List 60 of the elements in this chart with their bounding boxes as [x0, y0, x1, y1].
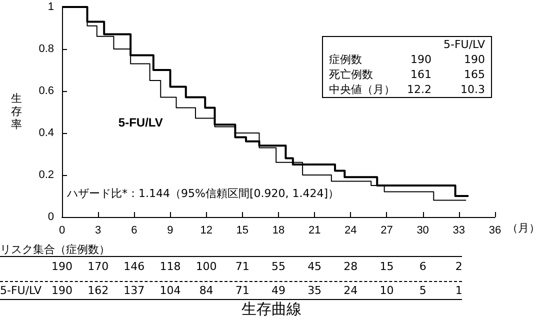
- text: 10: [378, 284, 395, 297]
- annotation: 161: [410, 67, 432, 82]
- annotation: 190: [463, 52, 486, 67]
- text: 84: [198, 284, 214, 297]
- text: 28: [342, 260, 359, 273]
- text: 55: [270, 260, 286, 273]
- text: 5-FU/LV: [0, 284, 42, 297]
- text: 146: [122, 260, 146, 273]
- text: 45: [306, 260, 323, 273]
- annotation: 症例数: [328, 52, 363, 67]
- annotation: 死亡例数: [328, 67, 374, 82]
- text: 190: [50, 260, 74, 273]
- y-tick-label: 0.6: [38, 85, 54, 97]
- x-tick-label: 15: [236, 224, 249, 236]
- y-tick-label: 0.8: [38, 43, 54, 55]
- x-tick-label: 12: [200, 224, 212, 236]
- text: 71: [234, 260, 250, 273]
- text: リスク集合（症例数）: [0, 242, 110, 257]
- x-tick-label: 21: [308, 224, 321, 236]
- y-tick-label: 0: [48, 211, 54, 223]
- text: 35: [306, 284, 323, 297]
- x-axis-title: （月）: [507, 222, 540, 234]
- annotation: 190: [410, 52, 432, 67]
- x-tick-label: 3: [95, 224, 102, 236]
- annotation: ハザード比*：1.144（95%信頼区間[0.920, 1.424]）: [67, 186, 339, 201]
- x-tick-label: 36: [488, 224, 502, 236]
- x-tick-label: 6: [131, 224, 138, 236]
- annotation: 165: [463, 67, 486, 82]
- x-tick-label: 24: [344, 224, 357, 236]
- text: 6: [418, 260, 428, 273]
- text: 2: [454, 260, 464, 273]
- text: 49: [270, 284, 286, 297]
- text: 170: [86, 260, 110, 273]
- x-tick-label: 0: [58, 224, 66, 236]
- text: 137: [122, 284, 146, 297]
- series-label: 5-FU/LV: [118, 115, 163, 130]
- x-tick-label: 27: [380, 224, 393, 236]
- x-tick-label: 30: [416, 224, 429, 236]
- x-tick-label: 18: [272, 224, 285, 236]
- y-tick-label: 1: [48, 1, 54, 13]
- annotation: 中央値（月）: [328, 82, 396, 98]
- text: 162: [86, 284, 110, 297]
- text: 1: [454, 284, 464, 297]
- text: 5: [418, 284, 428, 297]
- text: 24: [342, 284, 359, 297]
- text: 15: [378, 260, 395, 273]
- text: 104: [158, 284, 182, 297]
- y-tick-label: 0.2: [38, 169, 54, 181]
- annotation: 10.3: [460, 82, 486, 98]
- annotation: 5-FU/LV: [442, 37, 486, 52]
- annotation: 12.2: [406, 82, 432, 98]
- x-tick-label: 9: [167, 224, 174, 236]
- text: 100: [194, 260, 218, 273]
- text: 118: [158, 260, 182, 273]
- text: 生存曲線: [240, 300, 302, 319]
- y-tick-label: 0.4: [38, 127, 54, 139]
- y-axis-title: 生存率: [11, 92, 22, 131]
- text: 190: [50, 284, 74, 297]
- x-tick-label: 33: [452, 224, 466, 236]
- text: 71: [234, 284, 250, 297]
